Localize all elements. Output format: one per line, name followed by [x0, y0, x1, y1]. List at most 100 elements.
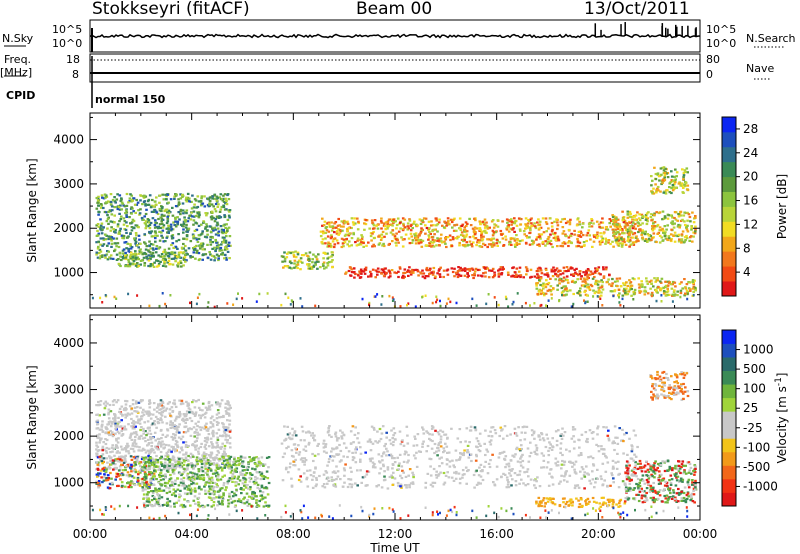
scatter-cell	[203, 195, 206, 198]
scatter-cell	[201, 248, 205, 251]
scatter-cell	[218, 457, 221, 460]
scatter-cell	[176, 255, 179, 258]
scatter-cell	[139, 259, 143, 262]
scatter-cell	[655, 225, 659, 228]
scatter-cell	[117, 258, 120, 261]
scatter-cell	[179, 466, 182, 469]
scatter-cell	[536, 267, 540, 270]
scatter-cell	[158, 504, 161, 508]
scatter-cell	[226, 229, 229, 232]
scatter-cell	[164, 435, 168, 438]
scatter-cell	[616, 222, 620, 225]
scatter-cell	[221, 422, 224, 425]
scatter-cell	[393, 235, 397, 238]
scatter-cell	[108, 455, 111, 458]
scatter-cell	[469, 224, 473, 227]
scatter-cell	[133, 467, 137, 470]
scatter-cell	[132, 419, 135, 423]
scatter-cell	[186, 467, 189, 470]
scatter-cell	[527, 226, 531, 229]
scatter-cell	[513, 239, 517, 242]
scatter-cell	[358, 242, 362, 245]
scatter-cell	[317, 253, 320, 256]
scatter-cell	[172, 464, 175, 467]
scatter-cell	[156, 461, 160, 464]
scatter-cell	[170, 257, 174, 260]
scatter-cell	[322, 257, 325, 260]
scatter-cell	[178, 399, 181, 402]
scatter-cell	[135, 445, 139, 448]
scatter-cell	[158, 209, 162, 212]
scatter-cell	[228, 477, 232, 480]
scatter-cell	[508, 220, 512, 223]
scatter-cell	[217, 216, 221, 219]
scatter-cell	[319, 235, 323, 238]
scatter-cell	[137, 483, 140, 486]
scatter-cell	[658, 241, 662, 244]
scatter-cell	[143, 251, 146, 255]
scatter-cell	[267, 456, 271, 459]
scatter-cell	[486, 238, 489, 241]
scatter-cell	[216, 227, 220, 230]
scatter-cell	[127, 423, 130, 426]
scatter-cell	[144, 430, 147, 433]
scatter-cell	[104, 233, 107, 236]
scatter-cell	[344, 233, 348, 236]
scatter-cell	[523, 233, 526, 236]
scatter-cell	[517, 270, 521, 273]
scatter-cell	[612, 230, 615, 233]
scatter-cell	[120, 234, 124, 237]
scatter-cell	[653, 221, 657, 224]
scatter-cell	[211, 487, 215, 491]
scatter-cell	[640, 213, 644, 216]
scatter-cell	[120, 197, 123, 200]
scatter-cell	[152, 478, 155, 481]
scatter-cell	[148, 194, 152, 197]
scatter-cell	[545, 279, 548, 282]
scatter-cell	[107, 465, 111, 468]
scatter-cell	[125, 211, 129, 214]
scatter-cell	[331, 259, 334, 262]
scatter-cell	[183, 216, 186, 219]
scatter-cell	[95, 441, 98, 444]
scatter-cell	[143, 200, 147, 203]
scatter-cell	[124, 428, 128, 431]
scatter-cell	[360, 272, 363, 275]
scatter-cell	[445, 245, 448, 249]
scatter-cell	[613, 280, 617, 283]
scatter-cell	[463, 230, 466, 233]
scatter-cell	[220, 469, 224, 472]
scatter-cell	[389, 272, 392, 275]
scatter-cell	[170, 493, 174, 496]
scatter-cell	[142, 458, 146, 461]
scatter-cell	[590, 225, 594, 228]
scatter-cell	[204, 489, 207, 492]
scatter-cell	[472, 230, 476, 234]
scatter-cell	[246, 484, 249, 487]
scatter-cell	[144, 227, 148, 230]
scatter-cell	[132, 219, 136, 223]
scatter-cell	[205, 236, 209, 239]
scatter-cell	[110, 477, 113, 480]
scatter-cell	[373, 219, 377, 222]
scatter-cell	[228, 423, 231, 426]
scatter-cell	[368, 303, 371, 307]
scatter-cell	[105, 220, 109, 223]
scatter-cell	[680, 184, 684, 188]
scatter-cell	[146, 468, 150, 471]
scatter-cell	[342, 221, 345, 224]
scatter-cell	[617, 235, 621, 238]
scatter-cell	[102, 457, 106, 460]
scatter-cell	[132, 422, 136, 425]
scatter-cell	[102, 479, 106, 482]
scatter-cell	[181, 202, 185, 205]
scatter-cell	[435, 244, 438, 247]
scatter-cell	[155, 259, 158, 262]
scatter-cell	[690, 228, 693, 231]
scatter-cell	[550, 270, 554, 273]
scatter-cell	[590, 219, 594, 222]
scatter-cell	[226, 400, 229, 403]
scatter-cell	[204, 492, 207, 495]
scatter-cell	[134, 402, 138, 405]
scatter-cell	[155, 203, 158, 206]
